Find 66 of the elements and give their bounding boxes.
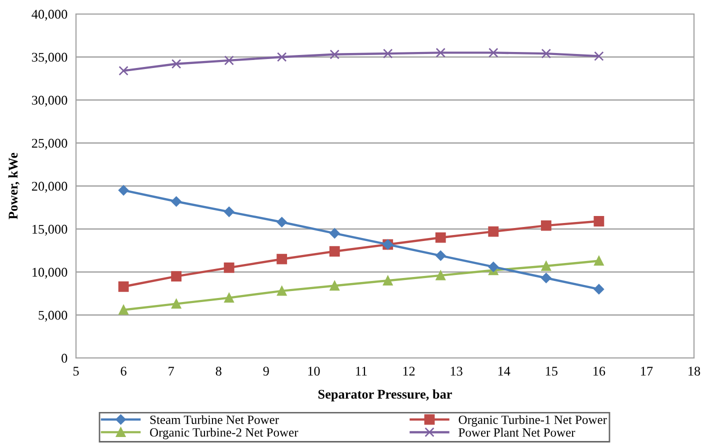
y-tick-label: 30,000	[32, 96, 68, 107]
x-tick-label: 10	[308, 366, 320, 376]
point	[171, 196, 182, 207]
point	[594, 51, 604, 61]
x-axis-title: Separator Pressure, bar	[318, 389, 452, 402]
y-tick-label: 5,000	[38, 310, 68, 322]
x-tick-label: 18	[688, 366, 700, 376]
x-tick-label: 6	[120, 366, 126, 376]
point	[118, 304, 128, 315]
x-tick-label: 12	[403, 366, 415, 376]
point	[224, 292, 234, 303]
point	[276, 52, 287, 62]
point	[540, 220, 552, 231]
point	[330, 50, 340, 60]
y-tick-label: 40,000	[32, 10, 68, 21]
x-tick-label: 5	[73, 366, 79, 376]
point	[541, 261, 552, 271]
point	[118, 185, 129, 196]
y-tick-label: 15,000	[32, 224, 68, 236]
point	[436, 250, 446, 261]
x-tick-label: 13	[450, 366, 462, 376]
point	[118, 66, 128, 76]
point	[276, 254, 288, 264]
x-tick-label: 7	[168, 366, 174, 376]
y-tick-label: 10,000	[32, 268, 68, 279]
point	[118, 281, 129, 292]
y-tick-label: 0	[62, 354, 68, 363]
point	[488, 226, 499, 237]
y-tick-label: 35,000	[32, 52, 68, 64]
point	[171, 271, 182, 282]
x-tick-label: 8	[216, 366, 222, 376]
point	[436, 270, 446, 280]
point	[171, 298, 182, 309]
x-tick-label: 11	[356, 366, 367, 376]
point	[276, 286, 287, 296]
x-tick-label: 15	[546, 366, 558, 376]
x-tick-label: 17	[641, 366, 653, 376]
legend-label: Steam Turbine Net Power	[150, 415, 279, 424]
point	[171, 59, 182, 69]
x-tick-label: 16	[593, 366, 606, 376]
point	[594, 216, 604, 226]
x-tick-label: 9	[263, 366, 269, 376]
y-axis-title: Power, kWe	[8, 152, 20, 220]
point	[594, 284, 604, 294]
point	[330, 280, 340, 291]
y-tick-label: 25,000	[32, 138, 68, 150]
point	[276, 217, 287, 228]
legend-label: Power Plant Net Power	[458, 428, 576, 437]
point	[488, 262, 498, 272]
legend-label: Organic Turbine-1 Net Power	[458, 415, 607, 427]
point	[224, 56, 234, 66]
point	[435, 232, 446, 243]
point	[382, 276, 393, 286]
point	[329, 228, 340, 238]
point	[436, 48, 446, 58]
point	[224, 206, 234, 217]
point	[541, 48, 552, 58]
point	[382, 48, 393, 58]
y-tick-label: 20,000	[32, 182, 68, 193]
point	[488, 48, 498, 58]
point	[224, 262, 234, 273]
point	[541, 272, 552, 284]
legend-label: Organic Turbine-2 Net Power	[150, 428, 298, 440]
x-tick-label: 14	[498, 366, 510, 376]
point	[329, 246, 340, 257]
point	[594, 256, 604, 266]
